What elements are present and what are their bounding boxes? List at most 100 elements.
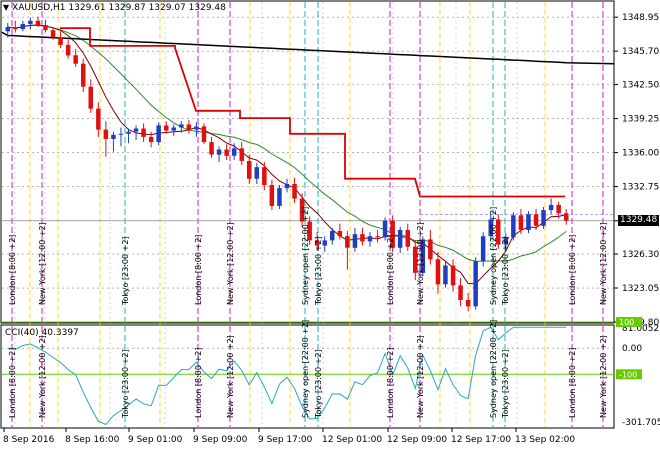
cci-level-tag <box>616 317 642 328</box>
candle-body <box>330 231 335 241</box>
candle-body <box>284 184 290 189</box>
session-label: London [8:00 +2] <box>568 235 577 305</box>
candle-body <box>564 213 569 221</box>
time-tick-label: 8 Sep 2016 <box>3 435 55 445</box>
price-axis: 1348.95 1345.70 1342.50 1339.25 1336.00 1332.… <box>614 13 659 328</box>
session-label: Tokyo [23:00 +2] <box>501 236 510 306</box>
candle-body <box>548 204 554 211</box>
session-label: New York [12:00 +2] <box>38 222 47 305</box>
candle-body <box>141 128 146 137</box>
candle-body <box>480 236 486 262</box>
candle-body <box>541 210 546 226</box>
session-label: London [8:00 +2] <box>194 348 203 418</box>
candle-body <box>428 239 433 260</box>
candle-body <box>186 124 192 130</box>
moving-averages <box>1 24 615 285</box>
candle-body <box>65 44 71 56</box>
candle-body <box>118 133 124 135</box>
session-label: New York [12:00 +2] <box>226 335 235 418</box>
candle-body <box>96 108 101 130</box>
candle-body <box>382 220 388 238</box>
cci-levels <box>2 321 614 375</box>
current-price-tag: 1329.48 <box>618 215 660 226</box>
price-tick-label: 1336.00 <box>622 149 659 159</box>
candle-body <box>511 215 516 238</box>
candle-body <box>503 237 509 245</box>
candle-body <box>322 240 327 246</box>
session-label: Sydney open [22:00 +2] <box>489 320 498 418</box>
session-label: New York [12:00 +2] <box>599 222 608 305</box>
session-label: New York [12:00 +2] <box>226 222 235 305</box>
time-axis: 8 Sep 2016 8 Sep 16:00 9 Sep 01:00 9 Sep 09… <box>3 428 575 445</box>
session-label: New York [12:00 +2] <box>416 335 425 418</box>
main-chart-frame <box>0 0 615 324</box>
candle-body <box>209 142 214 155</box>
candle-body <box>307 221 312 241</box>
cci-tick-label: 0.00 <box>622 344 642 354</box>
candle-body <box>269 185 275 206</box>
session-labels: London [8:00 +2] London [8:00 +2] New York… <box>8 207 608 419</box>
candle-body <box>277 188 282 206</box>
candle-body <box>360 234 365 242</box>
candle-body <box>88 86 93 109</box>
candle-body <box>247 161 252 179</box>
candle-body <box>450 265 456 286</box>
cci-level-tag-label: 100 <box>619 318 634 327</box>
candle-body <box>148 136 154 143</box>
time-tick-label: 9 Sep 17:00 <box>258 435 313 445</box>
candle-body <box>337 231 343 237</box>
candle-body <box>533 214 539 226</box>
cci-indicator-label: CCI(40) 40.3397 <box>5 328 79 338</box>
time-tick-label: 9 Sep 01:00 <box>128 435 183 445</box>
candle-body <box>375 236 380 238</box>
session-label: London [8:00 +2] <box>8 235 17 305</box>
session-label: London [8:00 +2] <box>568 348 577 418</box>
candle-body <box>171 127 176 131</box>
ohlc-values: 1329.61 1329.87 1329.07 1329.48 <box>68 3 226 13</box>
session-label: Tokyo [23:00 +2] <box>314 236 323 306</box>
candle-body <box>458 285 463 300</box>
time-tick-label: 12 Sep 09:00 <box>387 435 447 445</box>
session-label: New York [12:00 +2] <box>416 222 425 305</box>
candle-body <box>299 198 305 222</box>
price-tick-label: 1348.95 <box>622 13 659 23</box>
time-tick-label: 8 Sep 16:00 <box>65 435 120 445</box>
cci-panel-frame <box>0 324 615 429</box>
candle-body <box>496 219 501 245</box>
session-label: London [8:00 +2] <box>8 348 17 418</box>
candle-body <box>50 30 56 38</box>
candle-body <box>239 148 244 161</box>
candles[interactable] <box>5 16 569 312</box>
trailing-stop-line <box>60 27 565 198</box>
session-label: Tokyo [23:00 +2] <box>501 349 510 419</box>
candle-body <box>473 261 478 307</box>
candle-body <box>126 131 131 134</box>
time-tick-label: 9 Sep 09:00 <box>193 435 248 445</box>
candle-body <box>443 265 448 285</box>
session-label: London [8:00 +2] <box>386 348 395 418</box>
candle-body <box>81 63 86 87</box>
candle-body <box>345 236 350 248</box>
session-label: London [8:00 +2] <box>386 235 395 305</box>
candle-body <box>194 126 199 130</box>
mid-moving-average <box>7 24 567 262</box>
price-tick-label: 1326.30 <box>622 250 659 260</box>
candle-body <box>367 236 373 242</box>
price-grid <box>2 16 614 323</box>
price-tick-label: 1332.75 <box>622 183 659 193</box>
candle-body <box>526 214 531 230</box>
time-tick-label: 13 Sep 02:00 <box>515 435 575 445</box>
collapse-arrow-icon[interactable]: ▼ <box>3 3 10 12</box>
candle-body <box>488 219 493 237</box>
price-tick-label: 1323.05 <box>622 284 659 294</box>
candle-body <box>164 125 169 131</box>
candle-body <box>397 230 403 248</box>
candle-body <box>352 234 358 248</box>
candle-body <box>254 167 259 179</box>
candle-body <box>133 128 139 132</box>
candle-body <box>556 204 561 214</box>
candle-body <box>292 184 297 199</box>
price-tick-label: 1345.70 <box>622 47 659 57</box>
